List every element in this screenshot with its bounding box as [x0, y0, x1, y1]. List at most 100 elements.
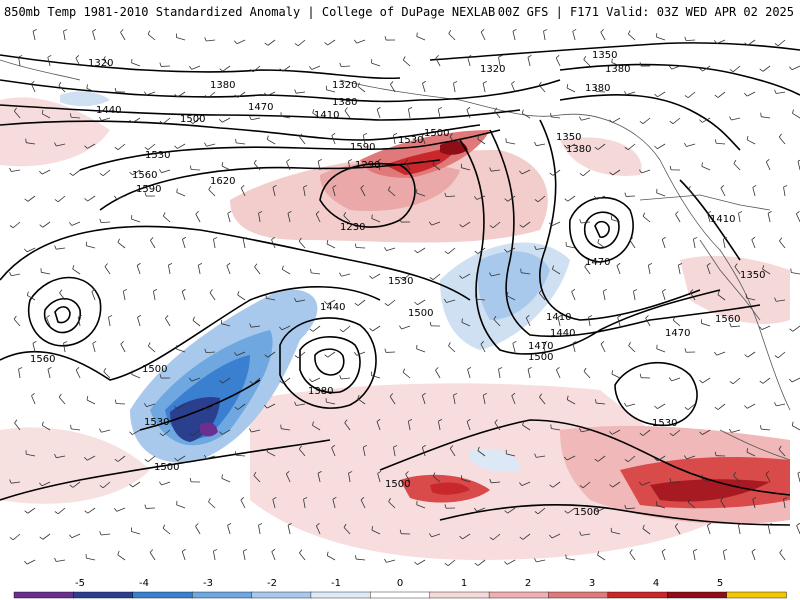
contour-label: 1500: [142, 364, 167, 375]
wind-barb-flag: [266, 447, 269, 452]
wind-barb: [600, 31, 606, 41]
contour-line: [319, 162, 416, 228]
wind-barb: [42, 425, 51, 431]
wind-barb-flag: [31, 392, 35, 397]
wind-barb-flag: [354, 302, 359, 306]
wind-barb: [692, 551, 696, 561]
wind-barb-flag: [326, 239, 329, 245]
wind-barb: [191, 169, 201, 171]
wind-barb: [195, 213, 201, 223]
wind-barb-flag: [39, 170, 43, 175]
wind-barb-flag: [58, 81, 62, 86]
wind-barb: [552, 268, 561, 275]
wind-barb: [761, 116, 771, 119]
wind-barb-flag: [759, 380, 764, 384]
wind-barb: [588, 317, 591, 327]
wind-barb: [538, 292, 546, 301]
wind-barb: [581, 429, 591, 433]
wind-barb-flag: [504, 510, 508, 514]
wind-barb: [47, 57, 51, 67]
wind-barb-flag: [339, 329, 344, 333]
wind-barb-flag: [86, 84, 88, 89]
contour-label: 1410: [710, 214, 735, 225]
wind-barb-flag: [99, 428, 102, 433]
wind-barb: [122, 291, 126, 301]
wind-barb: [566, 455, 576, 461]
wind-barb: [282, 269, 291, 275]
wind-barb: [162, 117, 171, 125]
wind-barb-flag: [668, 65, 672, 70]
wind-barb-flag: [629, 237, 634, 241]
wind-barb-flag: [188, 377, 192, 382]
wind-barb: [282, 65, 291, 72]
wind-barb: [272, 499, 276, 509]
wind-barb-flag: [654, 145, 658, 150]
wind-barb-flag: [579, 428, 582, 433]
wind-barb: [437, 109, 441, 119]
wind-barb: [747, 39, 756, 46]
wind-barb: [661, 291, 666, 301]
wind-barb: [132, 117, 141, 124]
wind-barb-flag: [272, 496, 277, 500]
wind-barb: [616, 265, 621, 275]
wind-barb: [537, 507, 546, 515]
wind-barb: [511, 83, 516, 93]
wind-barb: [11, 273, 21, 277]
wind-barb: [566, 143, 576, 149]
wind-barb: [476, 298, 486, 301]
wind-barb: [192, 117, 201, 124]
wind-barb-flag: [422, 392, 426, 396]
wind-barb-flag: [639, 432, 644, 436]
wind-barb: [521, 169, 531, 175]
wind-barb-flag: [99, 531, 102, 536]
wind-barb: [266, 297, 276, 301]
wind-barb-flag: [783, 185, 788, 188]
wind-barb-flag: [564, 198, 568, 202]
cold-anomaly-region: [200, 422, 218, 437]
wind-barb-flag: [298, 445, 302, 450]
wind-barb: [136, 265, 141, 275]
wind-barb: [628, 33, 636, 41]
wind-barb: [777, 39, 786, 47]
wind-barb-flag: [498, 367, 503, 370]
wind-barb-flag: [639, 481, 643, 486]
wind-barb: [56, 247, 66, 250]
wind-barb: [162, 429, 171, 436]
color-swatch: [191, 591, 253, 599]
wind-barb: [751, 551, 756, 561]
wind-barb-flag: [534, 558, 537, 563]
map-title: 850mb Temp 1981-2010 Standardized Anomal…: [4, 5, 496, 19]
wind-barb-flag: [477, 446, 480, 451]
wind-barb: [176, 348, 186, 353]
wind-barb-flag: [384, 558, 387, 563]
wind-barb-flag: [648, 263, 653, 266]
color-scale-tick-label: -5: [75, 578, 85, 589]
wind-barb: [176, 504, 186, 509]
wind-barb: [252, 377, 261, 385]
wind-barb-flag: [271, 548, 276, 552]
wind-barb: [612, 169, 621, 176]
wind-barb-flag: [498, 55, 503, 58]
wind-barb-flag: [480, 341, 485, 345]
wind-barb: [629, 552, 636, 561]
wind-barb: [63, 31, 66, 41]
wind-barb: [538, 84, 546, 93]
wind-barb-flag: [209, 289, 213, 293]
wind-barb: [152, 291, 156, 301]
wind-barb-flag: [69, 222, 73, 226]
color-swatch: [726, 591, 787, 599]
wind-barb: [14, 422, 21, 431]
wind-barb: [386, 247, 396, 252]
wind-barb-flag: [344, 107, 348, 111]
wind-barb-flag: [416, 32, 418, 37]
wind-barb-flag: [69, 172, 74, 176]
wind-barb-flag: [579, 116, 582, 121]
wind-barb-flag: [227, 210, 232, 214]
wind-barb: [221, 477, 231, 483]
wind-barb-flag: [192, 316, 195, 321]
wind-barb: [41, 113, 51, 119]
wind-barb: [31, 395, 36, 405]
wind-barb: [746, 451, 756, 457]
warm-anomaly-region: [0, 97, 110, 167]
wind-barb-flag: [579, 531, 582, 536]
